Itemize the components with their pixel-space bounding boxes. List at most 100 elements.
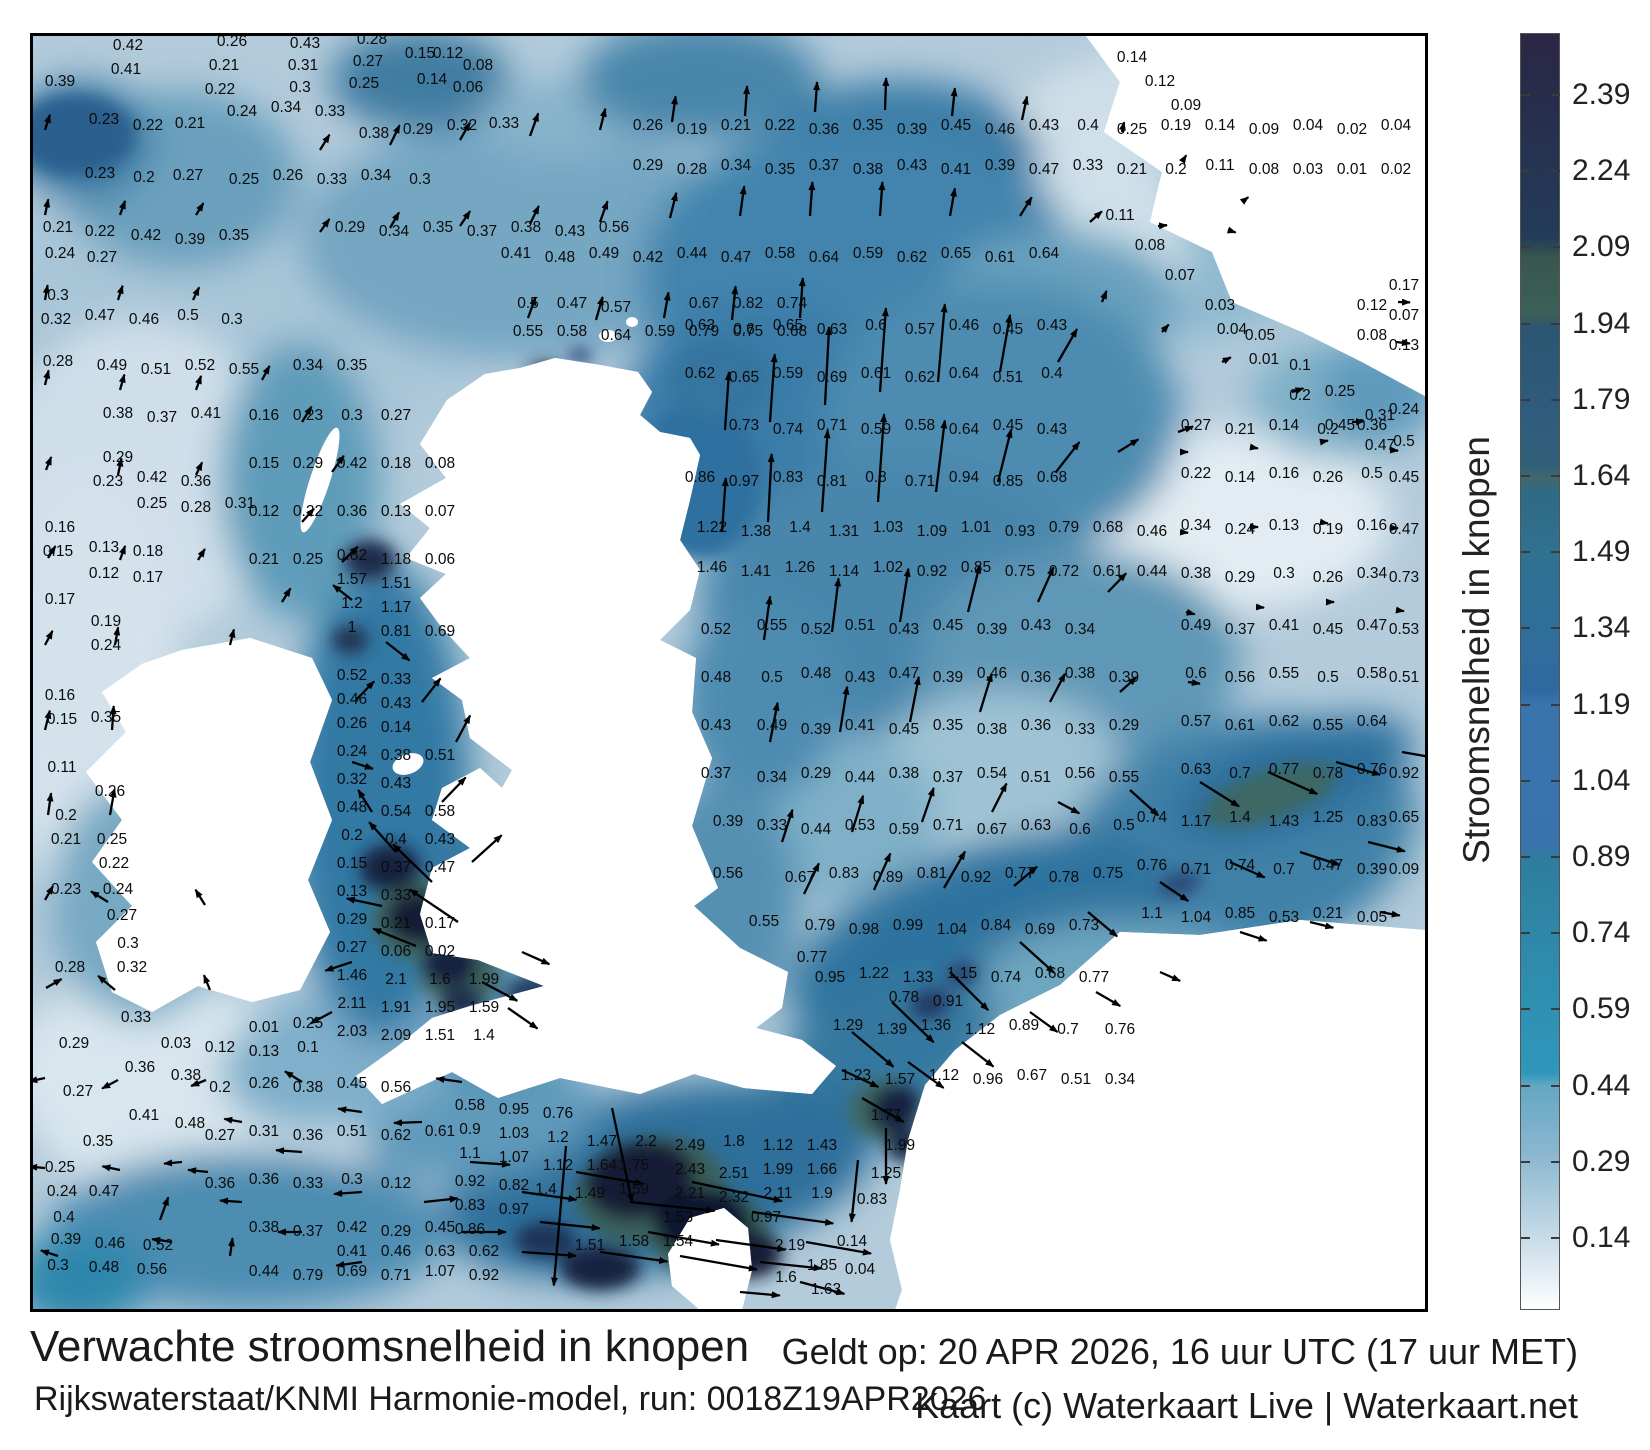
current-arrow <box>1249 443 1259 451</box>
current-arrow <box>739 1290 781 1299</box>
speed-value-label: 0.3 <box>341 407 363 424</box>
current-arrow <box>575 1170 644 1186</box>
colorbar-tick-label: 0.59 <box>1572 992 1631 1026</box>
speed-value-label: 0.44 <box>1137 563 1168 580</box>
speed-value-label: 0.38 <box>249 1219 279 1236</box>
current-arrow <box>393 1119 423 1127</box>
speed-value-label: 0.32 <box>117 959 147 976</box>
speed-value-label: 0.59 <box>861 421 891 438</box>
speed-value-label: 0.38 <box>511 219 541 236</box>
speed-value-label: 0.36 <box>809 121 839 138</box>
speed-value-label: 0.34 <box>1181 517 1212 534</box>
speed-value-label: 0.8 <box>865 469 887 486</box>
speed-value-label: 0.52 <box>337 667 367 684</box>
speed-value-label: 0.85 <box>993 473 1023 490</box>
current-arrow <box>389 211 400 229</box>
speed-value-label: 1.03 <box>873 519 903 536</box>
speed-value-label: 0.63 <box>1181 761 1211 778</box>
speed-value-label: 0.21 <box>1117 161 1147 178</box>
speed-value-label: 0.39 <box>1109 669 1139 686</box>
speed-value-label: 0.23 <box>85 165 115 182</box>
speed-value-label: 0.41 <box>845 717 875 734</box>
speed-value-label: 0.43 <box>425 831 455 848</box>
speed-value-label: 0.62 <box>469 1243 499 1260</box>
speed-value-label: 0.21 <box>721 117 751 134</box>
speed-value-label: 0.57 <box>601 299 631 316</box>
speed-value-label: 0.14 <box>417 71 448 88</box>
speed-value-label: 0.47 <box>1357 617 1387 634</box>
current-arrow <box>43 113 51 131</box>
current-arrow <box>228 628 236 646</box>
speed-value-label: 0.33 <box>381 671 411 688</box>
current-arrow <box>738 185 747 217</box>
speed-value-label: 0.08 <box>1357 327 1387 344</box>
speed-value-label: 0.12 <box>381 1175 411 1192</box>
current-arrow <box>691 1180 783 1203</box>
speed-value-label: 0.48 <box>175 1115 205 1132</box>
speed-value-label: 0.7 <box>1229 765 1251 782</box>
speed-value-label: 0.54 <box>977 765 1008 782</box>
speed-value-label: 0.65 <box>729 369 759 386</box>
speed-value-label: 0.98 <box>849 921 879 938</box>
speed-value-label: 0.28 <box>357 31 387 48</box>
current-arrow <box>629 1200 716 1214</box>
colorbar-tick-label: 2.24 <box>1572 154 1631 188</box>
speed-value-label: 0.91 <box>933 993 963 1010</box>
speed-value-label: 0.01 <box>249 1019 279 1036</box>
speed-value-label: 0.25 <box>349 75 379 92</box>
speed-value-label: 0.24 <box>103 881 134 898</box>
speed-value-label: 0.43 <box>845 669 875 686</box>
speed-value-label: 0.59 <box>889 821 919 838</box>
speed-value-label: 0.06 <box>425 551 455 568</box>
current-arrow <box>872 852 892 891</box>
speed-value-label: 0.62 <box>685 365 715 382</box>
speed-value-label: 0.3 <box>289 79 311 96</box>
speed-value-label: 1.9 <box>811 1185 833 1202</box>
speed-value-label: 0.64 <box>809 249 840 266</box>
current-arrow <box>759 1260 823 1272</box>
speed-value-label: 0.5 <box>761 669 783 686</box>
speed-value-label: 0.73 <box>1389 569 1419 586</box>
speed-value-label: 0.46 <box>977 665 1007 682</box>
current-arrow <box>507 1007 539 1030</box>
speed-value-label: 1.25 <box>1313 809 1343 826</box>
speed-value-label: 0.76 <box>1357 761 1387 778</box>
speed-value-label: 0.04 <box>1381 117 1412 134</box>
speed-value-label: 0.09 <box>1389 861 1419 878</box>
speed-value-label: 1.53 <box>663 1209 693 1226</box>
current-arrow <box>1057 328 1078 363</box>
speed-value-label: 0.48 <box>801 665 831 682</box>
speed-value-label: 1.51 <box>381 575 411 592</box>
current-arrow <box>528 112 540 137</box>
current-arrow <box>194 461 204 476</box>
speed-value-label: 0.6 <box>865 317 887 334</box>
speed-value-label: 0.24 <box>1225 521 1256 538</box>
speed-value-label: 0.25 <box>1325 383 1355 400</box>
speed-value-label: 1.38 <box>741 523 771 540</box>
current-arrow <box>766 453 775 523</box>
current-arrow <box>598 107 607 131</box>
speed-value-label: 1.1 <box>459 1145 481 1162</box>
speed-value-label: 0.41 <box>501 245 531 262</box>
current-arrow <box>851 1031 895 1068</box>
speed-value-label: 0.32 <box>447 117 477 134</box>
current-arrow <box>1239 196 1250 205</box>
speed-value-label: 0.96 <box>973 1071 1003 1088</box>
speed-value-label: 0.11 <box>1205 157 1234 174</box>
speed-value-label: 0.43 <box>1037 421 1067 438</box>
speed-value-label: 0.28 <box>677 161 707 178</box>
current-arrow <box>948 187 957 217</box>
speed-value-label: 0.16 <box>1269 465 1299 482</box>
speed-value-label: 0.39 <box>977 621 1007 638</box>
speed-value-label: 0.56 <box>1065 765 1095 782</box>
speed-value-label: 0.24 <box>337 743 368 760</box>
speed-value-label: 0.17 <box>1389 277 1419 294</box>
speed-value-label: 1.58 <box>619 1233 649 1250</box>
speed-value-label: 0.27 <box>63 1083 93 1100</box>
speed-value-label: 0.74 <box>773 421 804 438</box>
speed-value-label: 1.12 <box>763 1137 793 1154</box>
current-arrow <box>730 285 739 321</box>
current-arrow <box>1177 425 1194 434</box>
speed-value-label: 0.43 <box>381 695 411 712</box>
speed-value-label: 0.58 <box>905 417 935 434</box>
